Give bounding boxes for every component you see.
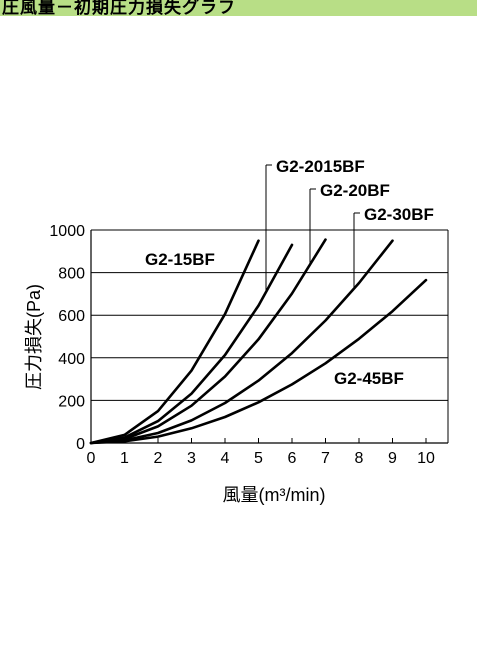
x-tick-label-1: 1 [120,450,129,467]
x-tick-label-6: 6 [288,450,297,467]
series-label-g2-20bf: G2-20BF [320,181,390,200]
series-label-g2-2015bf: G2-2015BF [276,157,365,176]
banner-title: 圧風量－初期圧力損失グラフ [2,0,236,17]
x-tick-label-3: 3 [187,450,196,467]
series-line-g2-30bf [89,239,394,445]
x-tick-label-2: 2 [154,450,163,467]
y-tick-label-600: 600 [58,308,85,325]
y-tick-label-200: 200 [58,393,85,410]
series-line-g2-45bf [89,278,428,445]
series-line-g2-2015bf [89,243,294,445]
x-tick-label-0: 0 [87,450,96,467]
axes-layer: 0 200 400 600 800 1000 0 1 2 3 4 5 6 7 8 9 10 [49,223,449,467]
y-tick-label-800: 800 [58,266,85,283]
series-label-g2-15bf: G2-15BF [145,250,215,269]
header-banner: 圧風量－初期圧力損失グラフ [0,0,477,17]
x-axis-title: 風量(m³/min) [223,485,326,505]
series-line-g2-15bf [89,239,260,445]
series-label-g2-45bf: G2-45BF [334,369,404,388]
label-layer: G2-2015BF G2-20BF G2-30BF G2-15BF G2-45BF [145,157,434,388]
series-label-g2-30bf: G2-30BF [364,205,434,224]
x-tick-label-4: 4 [221,450,230,467]
series-line-g2-20bf [89,238,327,445]
x-tick-label-7: 7 [321,450,330,467]
y-tick-label-1000: 1000 [49,223,85,240]
x-tick-label-10: 10 [417,450,435,467]
y-axis-title: 圧力損失(Pa) [24,284,44,390]
x-tick-label-5: 5 [254,450,263,467]
x-tick-label-9: 9 [388,450,397,467]
x-tick-label-8: 8 [355,450,364,467]
series-layer [89,238,428,445]
y-tick-label-400: 400 [58,351,85,368]
y-tick-label-0: 0 [76,436,85,453]
